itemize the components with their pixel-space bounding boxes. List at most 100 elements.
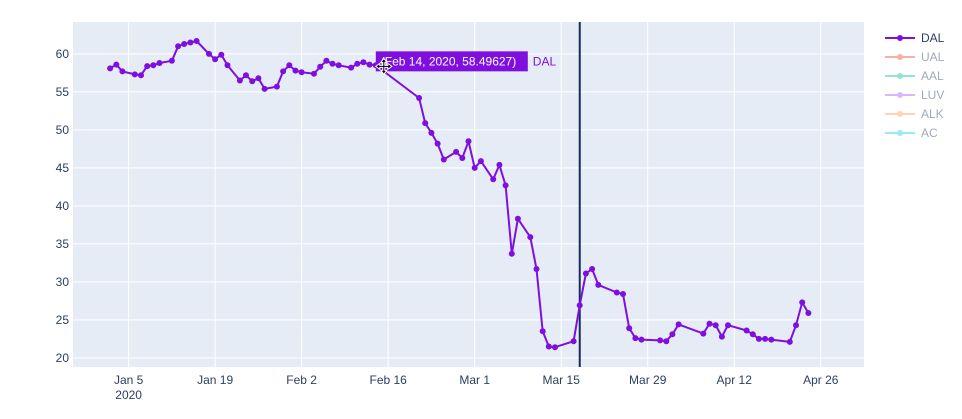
legend-item-ual[interactable]: UAL	[885, 50, 945, 64]
legend-item-dal[interactable]: DAL	[885, 31, 945, 45]
data-point	[663, 338, 670, 345]
legend-label: UAL	[921, 50, 945, 64]
y-axis: 20 25 30 35 40 45 50 55 60	[56, 47, 70, 365]
data-point	[181, 41, 188, 47]
data-point	[508, 250, 515, 257]
x-tick-label: Jan 19	[197, 373, 233, 387]
data-point	[657, 337, 664, 344]
y-tick-label: 55	[56, 85, 70, 99]
x-tick-label: Jan 5	[114, 373, 144, 387]
data-point	[317, 63, 324, 70]
x-tick-label: Mar 15	[543, 373, 581, 387]
data-point	[138, 72, 144, 79]
data-point	[793, 322, 799, 329]
gridlines	[73, 22, 864, 367]
data-point	[107, 65, 114, 72]
x-tick-label: Mar 29	[629, 373, 667, 387]
legend-marker-swatch	[897, 130, 903, 136]
data-point	[354, 60, 361, 67]
legend-item-ac[interactable]: AC	[885, 126, 938, 140]
legend-item-luv[interactable]: LUV	[885, 88, 944, 102]
x-tick-label: Mar 1	[459, 373, 490, 387]
legend-label: LUV	[921, 88, 944, 102]
plot-area[interactable]	[73, 22, 864, 367]
x-tick-sublabel: 2020	[115, 388, 142, 402]
legend-item-alk[interactable]: ALK	[885, 107, 944, 121]
x-tick-label: Apr 26	[803, 373, 839, 387]
data-point	[527, 234, 534, 241]
data-point	[292, 67, 299, 74]
data-point	[805, 310, 812, 316]
data-point	[465, 138, 472, 145]
data-point	[786, 338, 793, 345]
legend-item-aal[interactable]: AAL	[885, 69, 944, 83]
data-point	[539, 328, 546, 335]
y-tick-label: 35	[56, 237, 70, 251]
data-point	[144, 63, 151, 70]
data-point	[113, 61, 120, 68]
data-point	[286, 62, 293, 69]
data-point	[533, 266, 540, 272]
y-tick-label: 20	[56, 351, 70, 365]
data-point	[168, 57, 175, 64]
data-point	[638, 336, 645, 343]
x-tick-label: Apr 12	[717, 373, 753, 387]
data-point	[620, 291, 626, 297]
hover-series-name: DAL	[533, 54, 557, 68]
hover-label-text: (Feb 14, 2020, 58.49627)	[381, 54, 516, 68]
legend-marker-swatch	[897, 92, 903, 98]
data-point	[249, 78, 256, 85]
y-tick-label: 25	[56, 313, 70, 327]
data-point	[743, 327, 750, 334]
data-point	[416, 95, 423, 101]
data-point	[552, 344, 558, 351]
data-point	[212, 56, 219, 63]
data-point	[206, 50, 212, 57]
x-tick-label: Feb 2	[286, 373, 317, 387]
data-point	[311, 70, 317, 77]
data-point	[496, 161, 503, 168]
y-tick-label: 60	[56, 47, 70, 61]
series-layer	[107, 38, 812, 351]
data-point	[718, 333, 725, 340]
data-point	[514, 215, 521, 222]
data-point	[706, 320, 713, 327]
data-point	[255, 75, 262, 82]
data-point	[768, 336, 775, 343]
legend: DAL UAL AAL LUV ALK AC	[885, 31, 945, 140]
legend-marker-swatch	[897, 54, 903, 60]
data-point	[335, 62, 342, 69]
data-point	[749, 331, 756, 338]
data-point	[175, 43, 182, 50]
hover-tooltip: (Feb 14, 2020, 58.49627) DAL	[375, 51, 557, 72]
data-point	[360, 59, 367, 66]
data-point	[570, 338, 577, 345]
data-point	[490, 176, 497, 183]
data-point	[428, 129, 435, 136]
data-point	[119, 68, 126, 75]
data-point	[477, 158, 484, 165]
data-point	[545, 343, 552, 350]
data-point	[626, 325, 633, 332]
data-point	[422, 120, 429, 127]
data-point	[187, 39, 194, 46]
move-cursor-arrows	[374, 57, 393, 76]
data-point	[243, 72, 249, 79]
data-point	[700, 330, 707, 337]
data-point	[453, 148, 460, 155]
legend-label: ALK	[921, 107, 944, 121]
data-point	[280, 68, 287, 75]
data-point	[471, 164, 478, 171]
data-point	[156, 60, 163, 66]
data-point	[589, 266, 596, 272]
data-point	[675, 321, 682, 328]
data-point	[632, 335, 639, 342]
legend-marker-swatch	[897, 35, 903, 41]
data-point	[799, 299, 806, 306]
legend-marker-swatch	[897, 73, 903, 79]
data-point	[440, 156, 447, 163]
data-point	[348, 64, 355, 71]
